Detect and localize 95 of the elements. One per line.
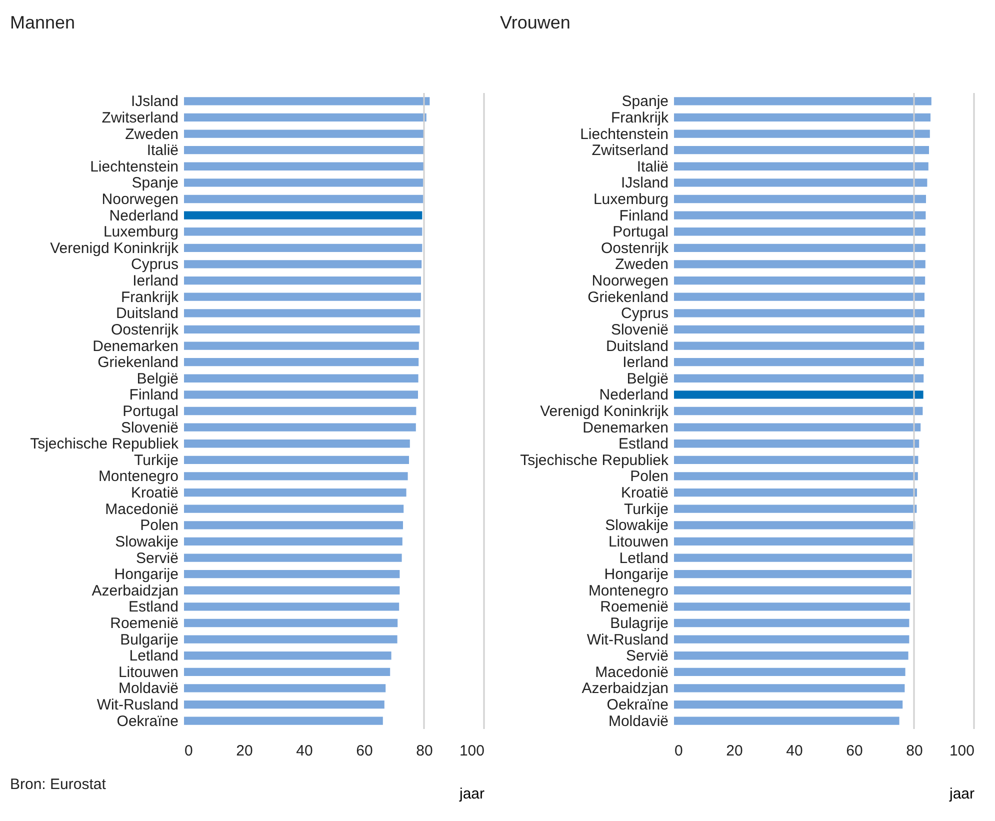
y-tick-label: Azerbaidzjan xyxy=(92,582,178,600)
y-tick-label: Moldavië xyxy=(118,680,178,698)
y-tick-label: Kroatië xyxy=(130,484,178,502)
y-tick-label: Ierland xyxy=(622,354,668,372)
y-tick-label: België xyxy=(626,370,668,388)
y-tick-label: Portugal xyxy=(612,224,668,241)
y-tick-label: Denemarken xyxy=(92,338,178,355)
x-tick-label: 0 xyxy=(184,742,193,760)
y-tick-label: Macedonië xyxy=(105,500,178,518)
x-tick-label: 20 xyxy=(236,742,253,760)
y-tick-label: Cyprus xyxy=(620,305,668,322)
y-tick-label: Montenegro xyxy=(588,582,668,600)
y-tick-label: Slovenië xyxy=(610,321,668,338)
y-tick-label: Turkije xyxy=(134,452,178,469)
y-tick-label: Polen xyxy=(630,468,668,486)
y-tick-label: Oostenrijk xyxy=(600,240,669,257)
y-tick-label: Macedonië xyxy=(595,664,668,681)
y-tick-label: Noorwegen xyxy=(102,191,178,208)
y-tick-label: Wit-Rusland xyxy=(96,696,178,714)
y-tick-label: Zweden xyxy=(615,256,668,274)
y-tick-label: Nederland xyxy=(109,207,178,224)
y-tick-label: Slowakije xyxy=(605,517,668,534)
y-tick-label: Zweden xyxy=(125,126,178,143)
y-tick-label: Litouwen xyxy=(608,533,668,550)
y-tick-label: Servië xyxy=(626,648,668,665)
x-tick-label: 80 xyxy=(906,742,923,760)
y-tick-label: Zwitserland xyxy=(102,109,178,126)
y-tick-label: Estland xyxy=(128,598,178,616)
y-tick-label: Italië xyxy=(146,142,178,160)
y-tick-label: Frankrijk xyxy=(610,109,669,126)
y-tick-label: Moldavië xyxy=(608,712,668,730)
y-tick-label: Verenigd Koninkrijk xyxy=(540,403,669,420)
y-tick-label: Nederland xyxy=(599,386,668,404)
y-tick-label: Spanje xyxy=(132,174,178,192)
y-tick-label: Roemenië xyxy=(600,598,668,616)
x-tick-label: 60 xyxy=(356,742,373,760)
y-tick-label: Finland xyxy=(129,386,178,404)
y-tick-label: Noorwegen xyxy=(592,272,668,290)
y-tick-label: Slovenië xyxy=(120,419,178,436)
y-tick-label: IJsland xyxy=(620,174,668,192)
y-tick-label: Letland xyxy=(129,648,178,665)
y-tick-label: Oekraïne xyxy=(116,712,178,730)
x-tick-label: 100 xyxy=(459,742,484,760)
y-tick-label: Finland xyxy=(619,207,668,224)
y-tick-label: Luxemburg xyxy=(593,191,668,208)
y-tick-label: Litouwen xyxy=(118,664,178,681)
y-tick-label: Portugal xyxy=(122,403,178,420)
y-tick-label: Verenigd Koninkrijk xyxy=(50,240,179,257)
y-tick-label: Montenegro xyxy=(98,468,178,486)
y-tick-label: Griekenland xyxy=(98,354,178,372)
y-tick-label: Hongarije xyxy=(604,566,668,584)
y-tick-label: Luxemburg xyxy=(103,224,178,241)
y-tick-label: Zwitserland xyxy=(592,142,668,160)
x-tick-label: 80 xyxy=(416,742,433,760)
x-tick-label: 0 xyxy=(674,742,683,760)
chart-title: Vrouwen xyxy=(500,12,570,32)
y-tick-label: Liechtenstein xyxy=(580,126,668,143)
y-tick-label: Servië xyxy=(136,550,178,567)
y-tick-label: Tsjechische Republiek xyxy=(30,436,179,453)
x-tick-label: 40 xyxy=(786,742,803,760)
x-tick-label: 60 xyxy=(846,742,863,760)
y-tick-label: Bulagrije xyxy=(610,615,668,632)
y-tick-label: Estland xyxy=(618,436,668,453)
y-tick-label: Frankrijk xyxy=(120,288,179,306)
y-tick-label: België xyxy=(136,370,178,388)
y-tick-label: Liechtenstein xyxy=(90,158,178,176)
y-tick-label: Italië xyxy=(636,158,668,176)
y-tick-label: Griekenland xyxy=(588,288,668,306)
y-tick-label: Slowakije xyxy=(115,533,178,550)
y-tick-label: Turkije xyxy=(624,500,668,518)
x-tick-label: 100 xyxy=(949,742,974,760)
y-tick-label: Wit-Rusland xyxy=(586,631,668,648)
y-tick-label: Spanje xyxy=(622,93,668,110)
y-tick-label: Duitsland xyxy=(606,338,668,355)
x-tick-label: 20 xyxy=(726,742,743,760)
y-tick-label: Kroatië xyxy=(620,484,668,502)
chart-title: Mannen xyxy=(10,12,76,32)
y-tick-label: Azerbaidzjan xyxy=(582,680,668,698)
y-tick-label: Polen xyxy=(140,517,178,534)
y-tick-label: Ierland xyxy=(132,272,178,290)
y-tick-label: IJsland xyxy=(130,93,178,110)
y-tick-label: Duitsland xyxy=(116,305,178,322)
y-tick-label: Oekraïne xyxy=(606,696,668,714)
y-tick-label: Oostenrijk xyxy=(110,321,179,338)
y-tick-label: Denemarken xyxy=(582,419,668,436)
x-tick-label: 40 xyxy=(296,742,313,760)
y-tick-label: Tsjechische Republiek xyxy=(520,452,669,469)
y-tick-label: Hongarije xyxy=(114,566,178,584)
y-tick-label: Roemenië xyxy=(110,615,178,632)
y-tick-label: Bulgarije xyxy=(120,631,178,648)
y-tick-label: Cyprus xyxy=(130,256,178,274)
text: Bron: Eurostat xyxy=(10,776,106,793)
x-axis-title: jaar xyxy=(458,786,484,802)
y-tick-label: Letland xyxy=(619,550,668,567)
x-axis-title: jaar xyxy=(948,786,974,802)
